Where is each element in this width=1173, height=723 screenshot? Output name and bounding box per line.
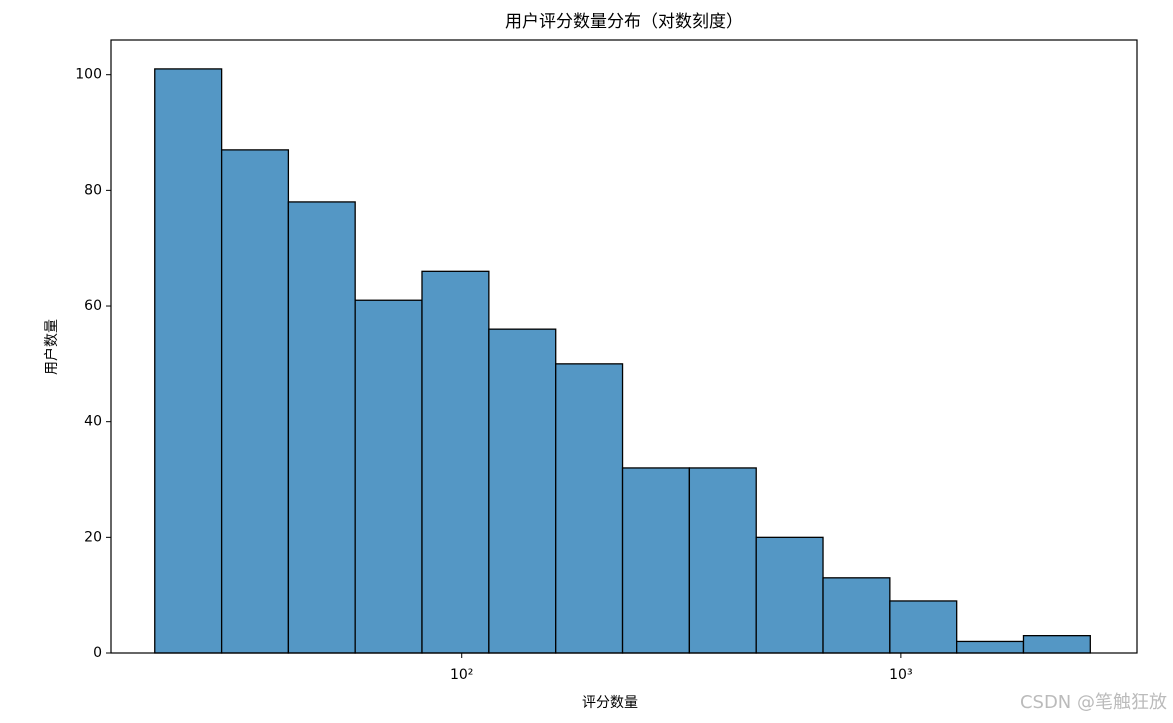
y-axis-label: 用户数量 <box>43 319 60 375</box>
bar <box>154 68 223 654</box>
bar <box>354 299 423 654</box>
bar <box>755 536 824 654</box>
bar <box>621 467 691 654</box>
bar <box>555 363 624 654</box>
bar <box>889 600 958 654</box>
y-tick-label: 20 <box>84 529 102 545</box>
bar <box>822 577 891 654</box>
bar <box>1022 635 1091 654</box>
y-tick-label: 80 <box>84 182 102 198</box>
bar <box>421 270 490 654</box>
bar <box>488 328 557 654</box>
chart-title: 用户评分数量分布（对数刻度） <box>505 12 743 32</box>
watermark: CSDN @笔触狂放 <box>1020 692 1167 713</box>
bar <box>220 149 290 654</box>
bar <box>956 640 1025 654</box>
y-tick-label: 60 <box>84 298 102 314</box>
x-axis-label: 评分数量 <box>582 695 638 711</box>
bar <box>287 201 356 654</box>
bar <box>688 467 757 654</box>
y-tick-label: 0 <box>93 645 102 661</box>
plot-frame <box>110 39 1138 654</box>
y-tick-label: 100 <box>75 67 102 83</box>
x-tick-label: 10² <box>450 667 473 683</box>
y-tick-label: 40 <box>84 414 102 430</box>
x-tick-label: 10³ <box>889 667 912 683</box>
